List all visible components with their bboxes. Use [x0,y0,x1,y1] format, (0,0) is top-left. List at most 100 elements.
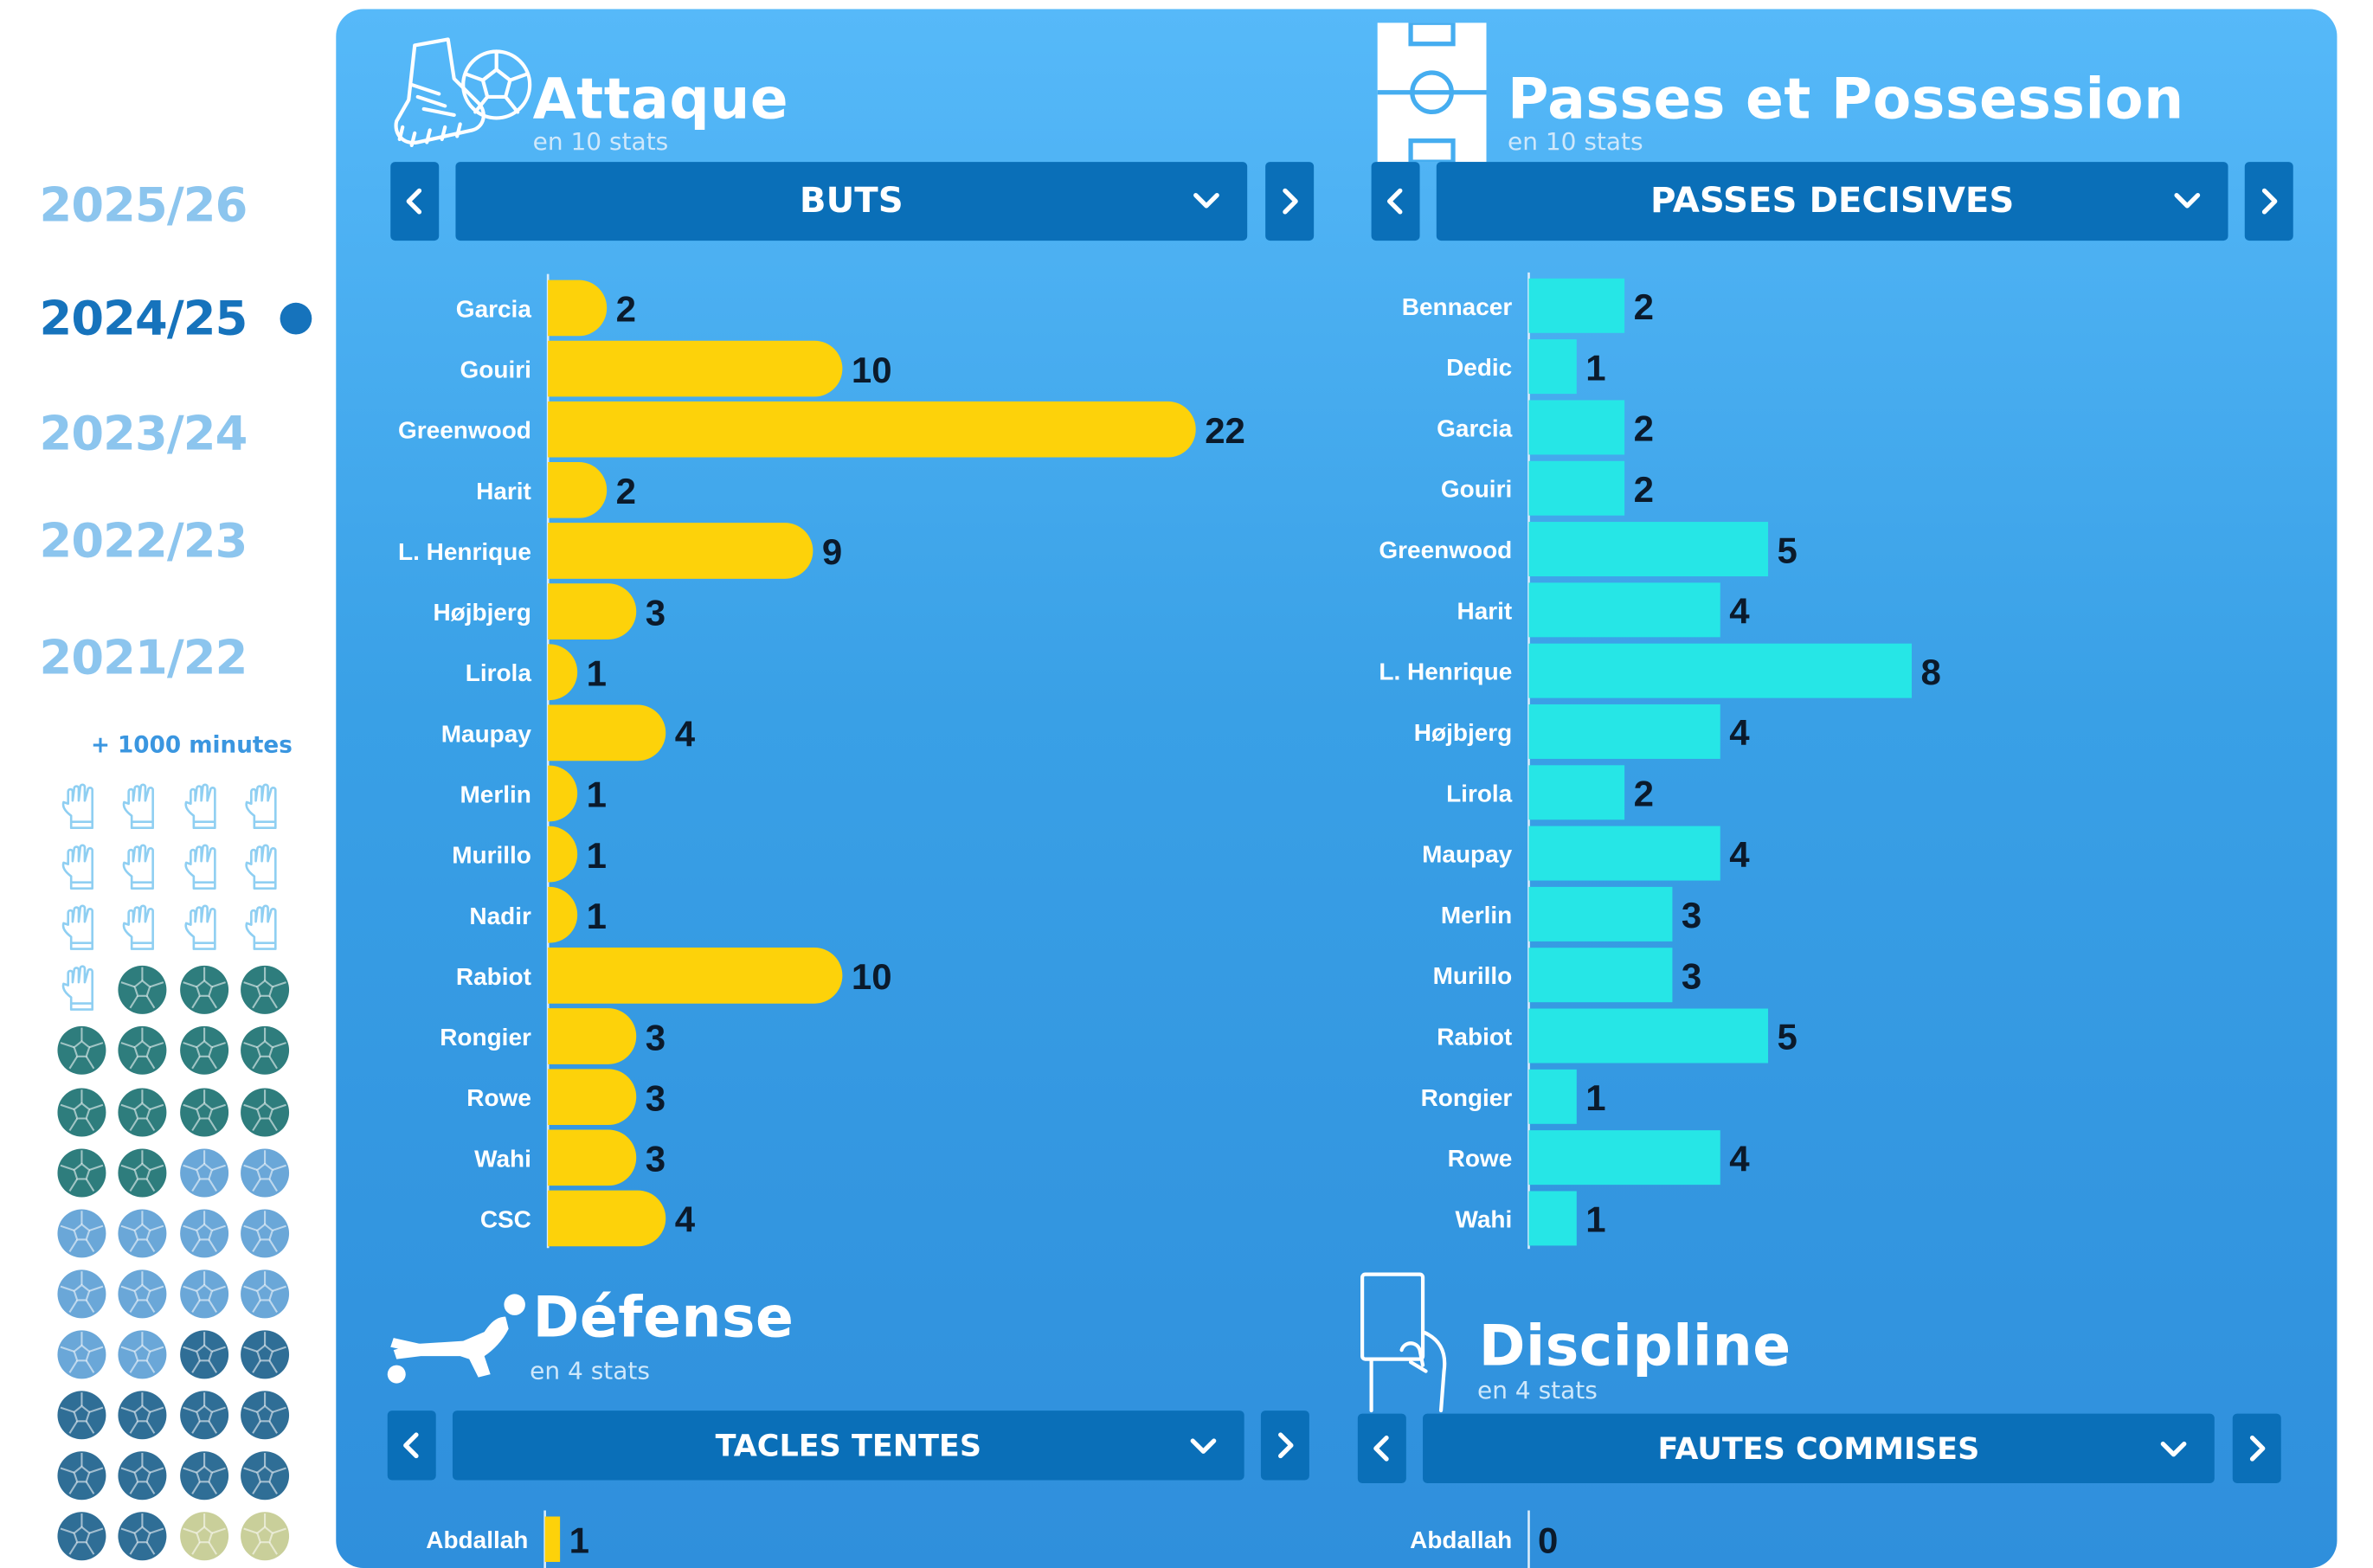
bar-label: Wahi [474,1145,531,1172]
bar-label: Garcia [456,295,532,322]
attack-next-button[interactable] [1265,162,1315,241]
bar-value: 2 [1634,286,1654,327]
bar-label: Dedic [1446,354,1512,381]
stats-panel: Attaque en 10 stats BUTS Garcia 2 Gouiri 1 0… [336,9,2338,1568]
ball-icon-dark [57,1512,106,1561]
bar [548,1008,637,1064]
defense-prev-button[interactable] [387,1411,436,1481]
sliding-player-icon [387,1294,525,1384]
defense-next-button[interactable] [1260,1411,1309,1481]
bar [548,280,608,337]
ball-icon-teal [118,1147,167,1197]
passes-stat-label: PASSES DECISIVES [1650,181,2015,222]
attack-subtitle: en 10 stats [532,126,669,157]
ball-icon-dark [240,1330,289,1379]
bar-label: L. Henrique [398,538,531,565]
bar-value: 22 [1205,410,1245,451]
bar-label: Nadir [469,903,531,929]
defense-stat-select[interactable]: TACLES TENTES [452,1411,1244,1481]
bar-value: 3 [646,1077,666,1118]
ball-icon-olive [179,1512,228,1561]
passes-title: Passes et Possession [1508,66,2184,132]
chevron-right-icon [2249,1435,2266,1462]
ball-icon-light [57,1330,106,1379]
bar-value: 0 [1538,1520,1558,1560]
bar-label: Rongier [1421,1084,1513,1111]
bar [1528,278,1625,333]
discipline-prev-button[interactable] [1357,1413,1406,1484]
bar-value: 1 [587,835,607,876]
bar [1528,1069,1577,1124]
ball-icon-light [179,1147,228,1197]
bar-label: Lirola [1446,780,1513,806]
bar [1528,460,1625,516]
season-2021-22[interactable]: 2021/22 [39,631,248,686]
bar-value: 4 [1729,834,1750,875]
bar [1528,582,1720,638]
bar-value: 8 [1920,652,1940,692]
boot-ball-icon [394,37,532,148]
bar-label: Gouiri [1441,476,1512,503]
bar-label: Abdallah [1410,1526,1512,1553]
season-2024-25[interactable]: 2024/25 [39,292,248,347]
passes-prev-button[interactable] [1371,162,1420,241]
bar [548,401,1196,458]
attack-prev-button[interactable] [390,162,440,241]
passes-stat-select[interactable]: PASSES DECISIVES [1436,162,2228,241]
discipline-title: Discipline [1478,1314,1791,1379]
defense-stat-label: TACLES TENTES [715,1427,982,1464]
bar-label: Garcia [1437,414,1513,441]
attack-stat-select[interactable]: BUTS [455,162,1248,241]
season-2023-24[interactable]: 2023/24 [39,407,248,462]
ball-icon-teal [179,1026,228,1076]
bar-label: CSC [480,1205,531,1232]
chevron-left-icon [403,1432,419,1459]
season-2022-23[interactable]: 2022/23 [39,514,248,569]
ball-icon-light [179,1208,228,1257]
passes-subtitle: en 10 stats [1508,126,1643,157]
season-2025-26[interactable]: 2025/26 [39,178,248,234]
bar [548,583,637,639]
ball-icon-light [118,1208,167,1257]
bar-label: Rowe [466,1084,531,1111]
ball-icon-teal [57,1087,106,1136]
bar [1528,522,1769,577]
bar-value: 4 [1729,591,1750,632]
ball-icon-dark [179,1330,228,1379]
ball-icon-light [118,1269,167,1319]
attack-title: Attaque [532,66,789,132]
chevron-down-icon [1193,192,1219,209]
bar-label: L. Henrique [1379,659,1512,685]
bar [548,644,578,701]
ball-icon-dark [240,1451,289,1501]
bar-label: Greenwood [1379,537,1512,563]
chevron-right-icon [2261,188,2278,215]
bar [548,765,578,822]
ball-icon-light [240,1269,289,1319]
defense-subtitle: en 4 stats [530,1356,650,1385]
bar-label: Merlin [460,781,531,807]
bar [1528,765,1625,820]
glove-icon [61,904,94,951]
bar-value: 1 [587,774,607,815]
bar-value: 5 [1778,1017,1797,1057]
bar [548,826,578,883]
card-hand-icon [1360,1272,1447,1413]
ball-icon-teal [118,1087,167,1136]
passes-next-button[interactable] [2244,162,2293,241]
bar-label: Merlin [1441,902,1512,929]
glove-icon [61,783,94,830]
glove-icon [123,783,155,830]
ball-icon-teal [179,966,228,1015]
passes-bar-chart: Bennacer 2 Dedic 1 Garcia 2 Gouiri 2 Greenwood 5 H… [1379,272,1941,1250]
discipline-stat-select[interactable]: FAUTES COMMISES [1423,1413,2215,1484]
ball-icon-teal [118,966,167,1015]
ball-icon-teal [240,1026,289,1076]
bar-value: 3 [646,1139,666,1179]
discipline-subtitle: en 4 stats [1477,1375,1598,1405]
discipline-next-button[interactable] [2232,1413,2281,1484]
bar-value: 2 [616,471,636,511]
bar [548,523,814,579]
bar [548,461,608,518]
ball-icon-light [118,1330,167,1379]
